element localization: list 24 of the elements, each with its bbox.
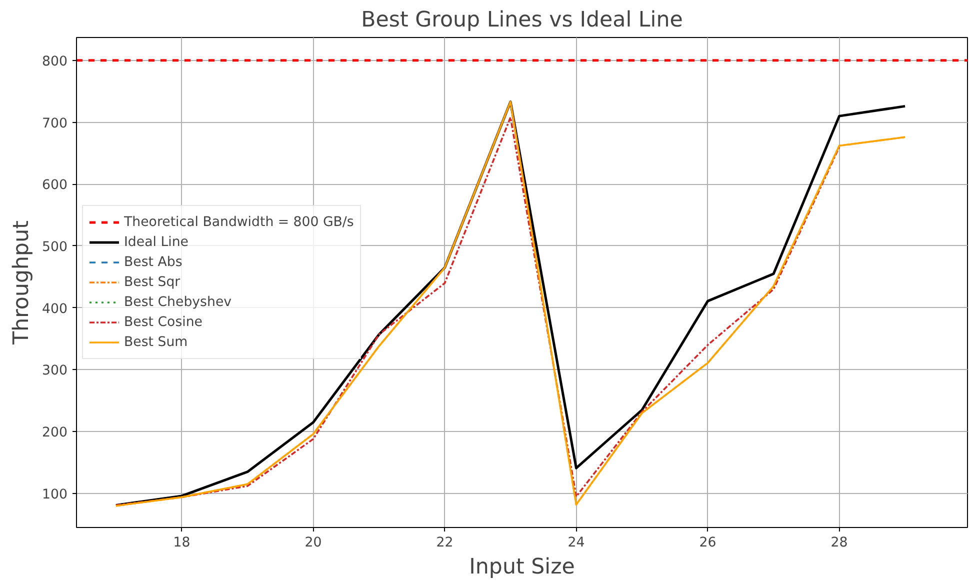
y-tick-label: 500 (42, 240, 68, 255)
y-tick-label: 200 (42, 426, 68, 441)
y-axis-title: Throughput (9, 220, 34, 346)
legend-label: Best Chebyshev (124, 294, 232, 310)
y-tick-label: 700 (42, 116, 68, 132)
y-tick-label: 100 (42, 487, 68, 502)
y-tick-label: 600 (42, 178, 68, 194)
x-tick-label: 24 (568, 536, 585, 550)
legend-label: Ideal Line (124, 234, 188, 250)
legend-label: Theoretical Bandwidth = 800 GB/s (124, 214, 354, 230)
y-tick-label: 300 (42, 364, 68, 379)
y-tick-label: 400 (42, 302, 68, 317)
chart-title: Best Group Lines vs Ideal Line (361, 8, 683, 32)
x-tick-label: 22 (436, 536, 454, 550)
legend-label: Best Sqr (124, 274, 180, 290)
legend-label: Best Abs (124, 254, 182, 270)
x-tick-label: 28 (830, 536, 848, 550)
x-tick-label: 20 (304, 536, 322, 550)
legend-label: Best Sum (124, 334, 188, 350)
x-axis-title: Input Size (469, 554, 575, 580)
x-tick-label: 18 (173, 536, 190, 550)
y-tick-label: 800 (42, 54, 68, 70)
legend-label: Best Cosine (124, 314, 203, 330)
x-tick-label: 26 (699, 536, 716, 550)
